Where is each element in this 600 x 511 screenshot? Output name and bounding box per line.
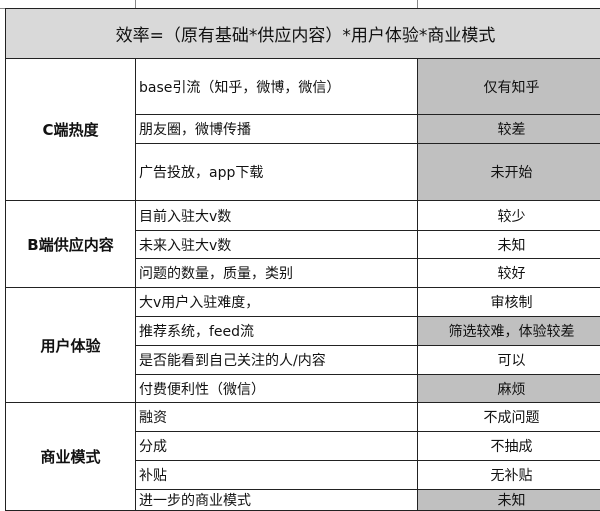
table-row: 商业模式融资不成问题 — [6, 403, 600, 432]
item-cell: base引流（知乎，微博，微信） — [136, 59, 418, 115]
table-row: B端供应内容目前入驻大v数较少 — [6, 201, 600, 231]
value-cell: 筛选较难，体验较差 — [418, 317, 600, 346]
value-cell: 未开始 — [418, 144, 600, 201]
value-cell: 可以 — [418, 346, 600, 375]
item-cell: 推荐系统，feed流 — [136, 317, 418, 346]
category-cell: 用户体验 — [6, 288, 136, 403]
gridline — [135, 0, 136, 8]
table-row: 用户体验大v用户入驻难度，审核制 — [6, 288, 600, 317]
item-cell: 是否能看到自己关注的人/内容 — [136, 346, 418, 375]
item-cell: 融资 — [136, 403, 418, 432]
value-cell: 较差 — [418, 115, 600, 144]
value-cell: 未知 — [418, 490, 600, 511]
category-cell: 商业模式 — [6, 403, 136, 511]
item-cell: 进一步的商业模式 — [136, 490, 418, 511]
item-cell: 大v用户入驻难度， — [136, 288, 418, 317]
table-title: 效率=（原有基础*供应内容）*用户体验*商业模式 — [6, 9, 600, 59]
item-cell: 分成 — [136, 432, 418, 461]
category-cell: C端热度 — [6, 59, 136, 201]
item-cell: 朋友圈，微博传播 — [136, 115, 418, 144]
value-cell: 仅有知乎 — [418, 59, 600, 115]
title-row: 效率=（原有基础*供应内容）*用户体验*商业模式 — [6, 9, 600, 59]
item-cell: 广告投放，app下载 — [136, 144, 418, 201]
value-cell: 无补贴 — [418, 461, 600, 490]
gridline — [417, 0, 418, 8]
item-cell: 付费便利性（微信） — [136, 375, 418, 403]
value-cell: 较少 — [418, 201, 600, 231]
value-cell: 不抽成 — [418, 432, 600, 461]
value-cell: 不成问题 — [418, 403, 600, 432]
item-cell: 目前入驻大v数 — [136, 201, 418, 231]
item-cell: 未来入驻大v数 — [136, 231, 418, 259]
value-cell: 审核制 — [418, 288, 600, 317]
item-cell: 问题的数量，质量，类别 — [136, 259, 418, 288]
value-cell: 麻烦 — [418, 375, 600, 403]
value-cell: 未知 — [418, 231, 600, 259]
category-cell: B端供应内容 — [6, 201, 136, 288]
value-cell: 较好 — [418, 259, 600, 288]
item-cell: 补贴 — [136, 461, 418, 490]
